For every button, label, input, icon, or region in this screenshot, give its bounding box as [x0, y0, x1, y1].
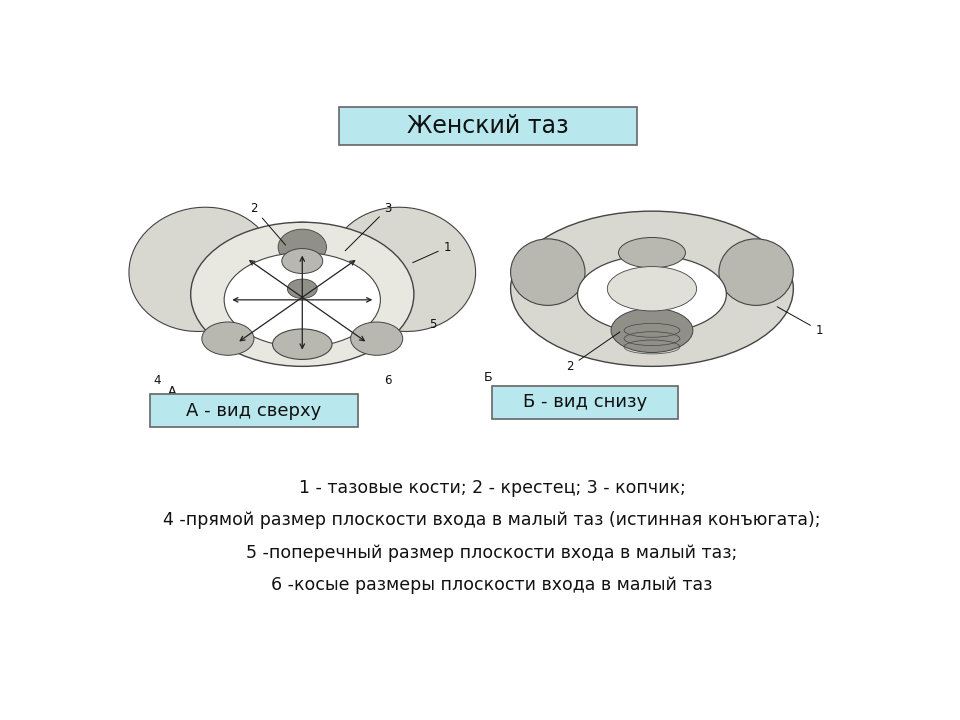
Ellipse shape [578, 256, 727, 333]
Text: А: А [168, 384, 177, 398]
Ellipse shape [611, 308, 693, 353]
Ellipse shape [224, 253, 380, 347]
Ellipse shape [618, 238, 685, 268]
Ellipse shape [129, 207, 275, 331]
Text: 3: 3 [346, 202, 392, 251]
Ellipse shape [191, 222, 414, 366]
Text: 5: 5 [429, 318, 436, 331]
Text: Б: Б [484, 371, 492, 384]
FancyBboxPatch shape [150, 394, 358, 428]
Ellipse shape [265, 222, 340, 278]
Ellipse shape [350, 322, 403, 355]
Text: 1: 1 [778, 307, 823, 337]
Ellipse shape [202, 322, 253, 355]
Text: 4 -прямой размер плоскости входа в малый таз (истинная конъюгата);: 4 -прямой размер плоскости входа в малый… [163, 511, 821, 529]
Ellipse shape [278, 229, 326, 265]
Ellipse shape [719, 239, 793, 305]
Ellipse shape [282, 248, 323, 274]
Text: 2: 2 [251, 202, 285, 245]
Text: 5 -поперечный размер плоскости входа в малый таз;: 5 -поперечный размер плоскости входа в м… [247, 544, 737, 562]
FancyBboxPatch shape [340, 107, 637, 145]
Text: А - вид сверху: А - вид сверху [186, 402, 322, 420]
Ellipse shape [330, 207, 475, 331]
Ellipse shape [511, 211, 793, 366]
Ellipse shape [273, 329, 332, 359]
Text: 6: 6 [384, 374, 392, 387]
Text: Б - вид снизу: Б - вид снизу [523, 393, 647, 411]
Text: 1 - тазовые кости; 2 - крестец; 3 - копчик;: 1 - тазовые кости; 2 - крестец; 3 - копч… [299, 480, 685, 498]
Text: 1: 1 [413, 240, 451, 263]
Ellipse shape [511, 239, 585, 305]
Text: 4: 4 [154, 374, 161, 387]
Ellipse shape [608, 266, 697, 311]
Text: 6 -косые размеры плоскости входа в малый таз: 6 -косые размеры плоскости входа в малый… [272, 576, 712, 594]
Ellipse shape [287, 279, 317, 299]
FancyBboxPatch shape [492, 386, 678, 419]
Text: Женский таз: Женский таз [407, 114, 569, 138]
Text: 2: 2 [566, 332, 620, 373]
